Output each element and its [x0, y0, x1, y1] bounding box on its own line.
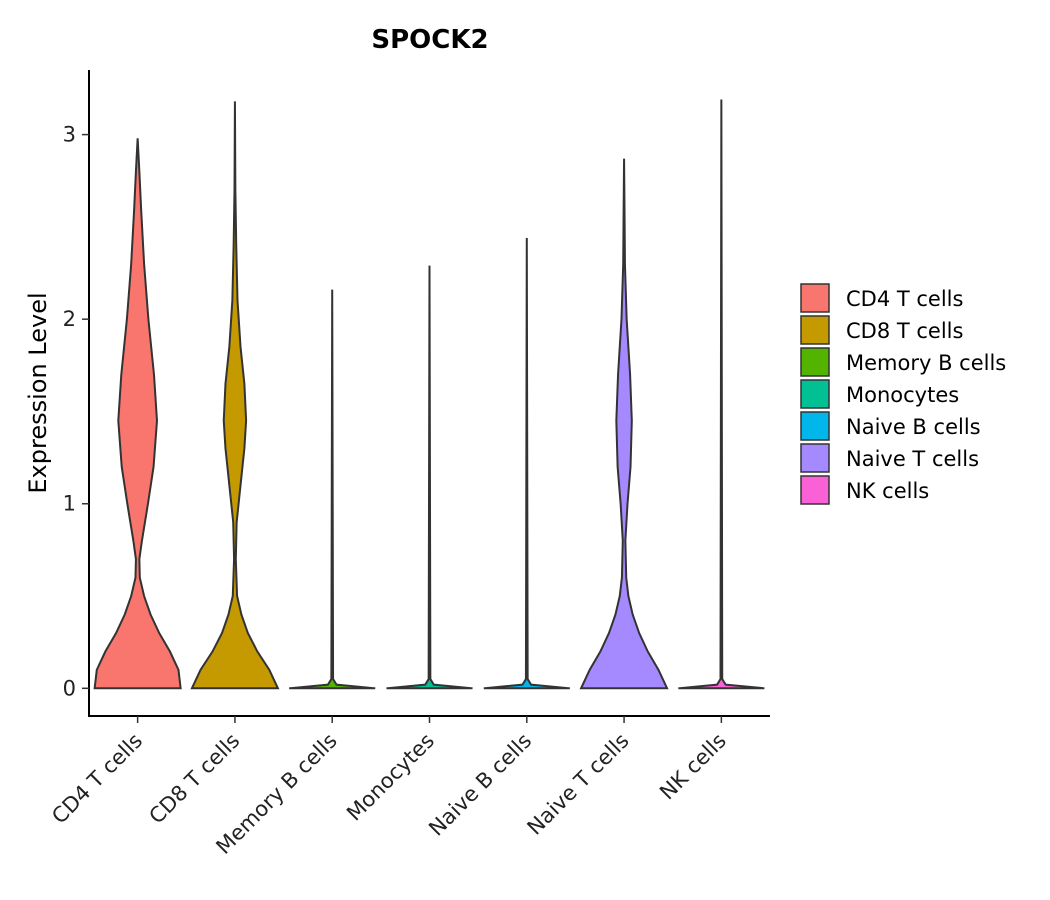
x-tick-label: Naive T cells — [523, 729, 634, 840]
x-tick-label: Naive B cells — [424, 729, 536, 841]
y-tick-label: 3 — [63, 123, 76, 147]
violin-memory-b-cells — [289, 289, 376, 690]
legend-key — [800, 347, 830, 377]
violins-group — [93, 99, 765, 690]
legend-key — [800, 283, 830, 313]
violin-nk-cells — [678, 99, 765, 690]
x-tick-label: NK cells — [655, 729, 731, 805]
violin-monocytes — [386, 265, 473, 690]
legend-label: Memory B cells — [846, 351, 1006, 375]
legend-key — [800, 411, 830, 441]
legend-label: CD8 T cells — [846, 319, 963, 343]
legend-label: CD4 T cells — [846, 287, 963, 311]
y-axis-label: Expression Level — [24, 292, 52, 493]
legend-key — [800, 315, 830, 345]
x-tick-label: Monocytes — [342, 729, 439, 826]
x-tick-label: CD4 T cells — [47, 729, 147, 829]
legend-label: Naive B cells — [846, 415, 981, 439]
legend-label: NK cells — [846, 479, 929, 503]
x-tick-label: CD8 T cells — [144, 729, 244, 829]
legend-key — [800, 443, 830, 473]
y-tick-label: 2 — [63, 307, 76, 331]
y-tick-label: 1 — [63, 492, 76, 516]
y-axis-ticks: 0 1 2 3 — [63, 123, 89, 700]
violin-cd4-t-cells — [93, 138, 182, 690]
legend-key — [800, 475, 830, 505]
legend: CD4 T cells CD8 T cells Memory B cells Mono… — [800, 283, 1006, 505]
violin-naive-b-cells — [483, 237, 570, 690]
chart-title: SPOCK2 — [371, 25, 488, 55]
legend-label: Monocytes — [846, 383, 959, 407]
legend-label: Naive T cells — [846, 447, 979, 471]
violin-naive-t-cells — [579, 158, 669, 690]
legend-key — [800, 379, 830, 409]
y-tick-label: 0 — [63, 676, 76, 700]
violin-cd8-t-cells — [190, 101, 280, 690]
